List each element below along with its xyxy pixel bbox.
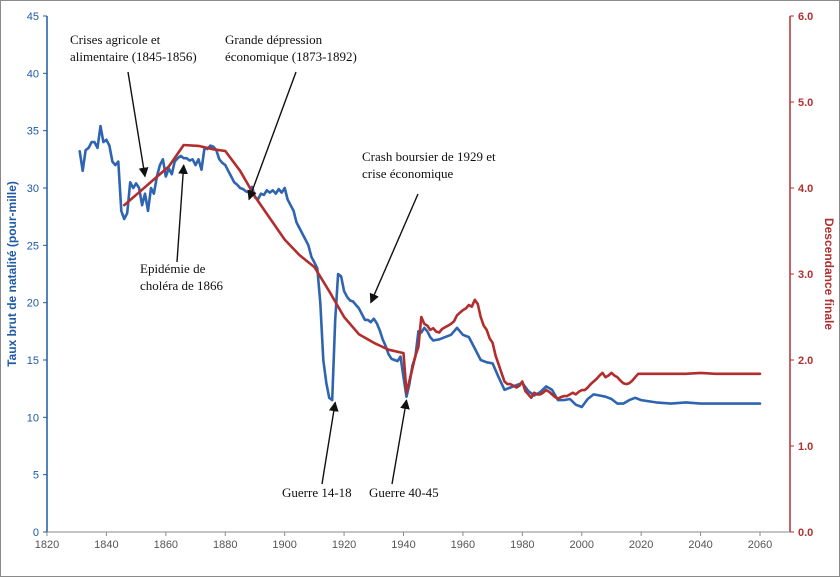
x-tick-label: 1960	[451, 539, 475, 551]
series-completed-fertility-line	[122, 143, 762, 401]
right-tick-label: 0.0	[798, 527, 813, 539]
x-tick-label: 1980	[510, 539, 534, 551]
x-tick-label: 1900	[272, 539, 296, 551]
left-tick-label: 15	[27, 355, 39, 367]
x-tick-label: 1880	[213, 539, 237, 551]
left-tick-label: 30	[27, 183, 39, 195]
left-tick-label: 0	[33, 527, 39, 539]
left-tick-label: 5	[33, 470, 39, 482]
right-tick-label: 3.0	[798, 269, 813, 281]
x-tick-label: 2020	[629, 539, 653, 551]
left-tick-label: 35	[27, 126, 39, 138]
annotation-arrow	[391, 399, 410, 485]
right-tick-label: 1.0	[798, 441, 813, 453]
x-tick-label: 1820	[35, 539, 59, 551]
annotation-great-depression: Grande dépression économique (1873-1892)	[225, 32, 357, 64]
x-tick-label: 1940	[391, 539, 415, 551]
annotation-war-40-45: Guerre 40-45	[369, 485, 439, 500]
right-axis-ticks: 0.0 1.0 2.0 3.0 4.0 5.0 6.0	[790, 11, 813, 539]
annotation-arrow	[369, 193, 419, 304]
left-tick-label: 25	[27, 240, 39, 252]
series-birth-rate-line	[78, 124, 762, 409]
annotation-arrow	[176, 164, 188, 263]
series-layer	[78, 124, 762, 409]
annotation-arrows	[127, 71, 419, 485]
left-tick-label: 40	[27, 68, 39, 80]
annotation-agricultural-crisis: Crises agricole et alimentaire (1845-185…	[70, 32, 197, 64]
left-tick-label: 20	[27, 298, 39, 310]
left-tick-label: 10	[27, 412, 39, 424]
left-axis-ticks: 0 5 10 15 20 25 30 35 40 45	[27, 11, 47, 539]
annotations: Crises agricole et alimentaire (1845-185…	[70, 32, 499, 500]
right-tick-label: 6.0	[798, 11, 813, 23]
x-tick-label: 2040	[688, 539, 712, 551]
x-tick-label: 1860	[154, 539, 178, 551]
annotation-arrow	[321, 401, 339, 485]
right-tick-label: 2.0	[798, 355, 813, 367]
x-tick-label: 1840	[94, 539, 118, 551]
x-tick-label: 1920	[332, 539, 356, 551]
x-axis-ticks: 1820 1840 1860 1880 1900 1920 1940 1960 1980 2000…	[35, 532, 772, 551]
x-tick-label: 2000	[570, 539, 594, 551]
annotation-cholera-1866: Epidémie de choléra de 1866	[140, 261, 224, 293]
right-axis-title: Descendance finale	[822, 218, 836, 330]
left-tick-label: 45	[27, 11, 39, 23]
right-tick-label: 4.0	[798, 183, 813, 195]
left-axis-title: Taux brut de natalité (pour-mille)	[5, 181, 19, 367]
annotation-crash-1929: Crash boursier de 1929 et crise économiq…	[362, 149, 499, 181]
annotation-war-14-18: Guerre 14-18	[282, 485, 352, 500]
x-tick-label: 2060	[748, 539, 772, 551]
right-tick-label: 5.0	[798, 97, 813, 109]
annotation-arrow	[247, 71, 297, 201]
annotation-arrow	[127, 71, 149, 178]
